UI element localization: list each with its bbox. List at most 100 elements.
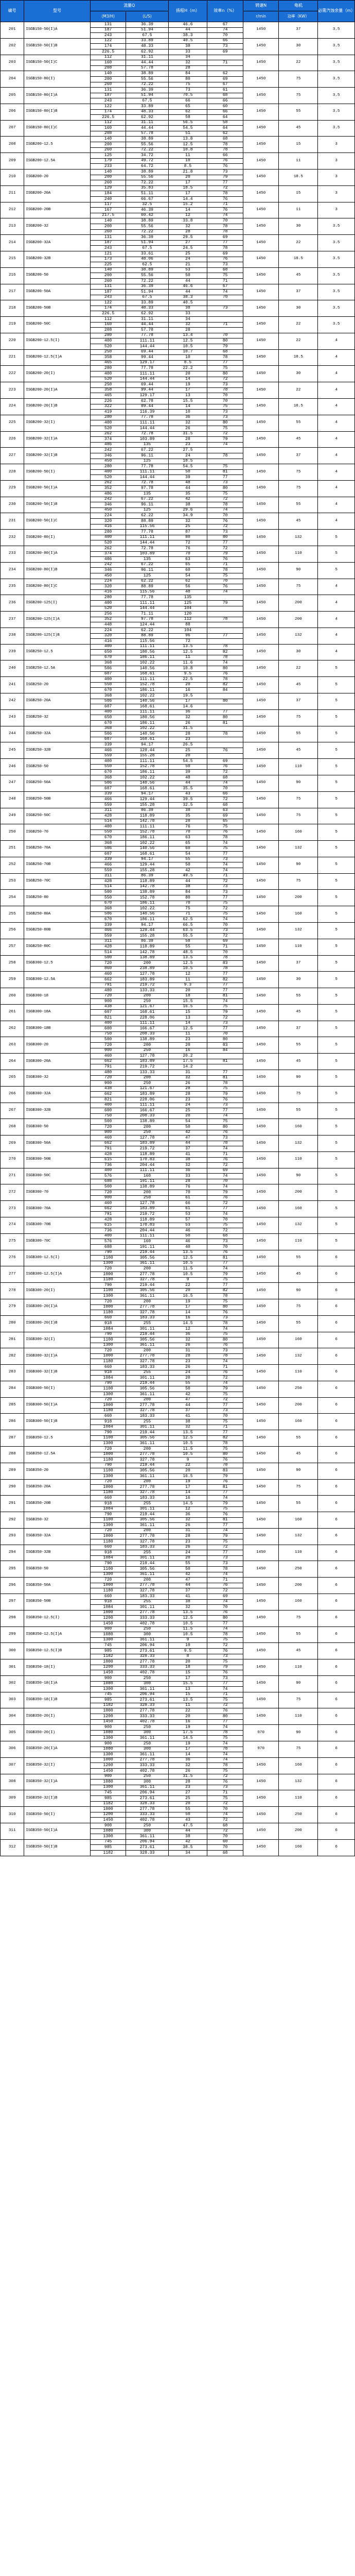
cell-head: 8.5 bbox=[168, 360, 208, 366]
cell-flow-m3h: 750 bbox=[90, 1113, 127, 1120]
cell-speed: 1450 bbox=[242, 120, 279, 137]
cell-flow-ls: 72.78 bbox=[126, 431, 169, 437]
cell-flow-ls: 277.78 bbox=[126, 1659, 169, 1665]
cell-head: 20 bbox=[168, 1113, 208, 1120]
cell-head: 34.9 bbox=[168, 513, 208, 519]
cell-head: 20 bbox=[168, 1042, 208, 1048]
table-row: 275 ISGB300-70C 400 111.11 50 68 1450 110 5 bbox=[0, 1233, 355, 1250]
cell-efficiency: 73 bbox=[207, 382, 243, 388]
table-row: 243 67.5 66 66 bbox=[1, 98, 355, 104]
cell-flow-ls: 219.72 bbox=[126, 982, 169, 989]
table-row: 265 ISGB300-32 480 133.33 31 77 1450 90 5 bbox=[0, 1070, 355, 1087]
cell-flow-ls: 116.39 bbox=[126, 409, 169, 415]
cell-efficiency bbox=[207, 316, 243, 323]
cell-flow-ls: 38.89 bbox=[126, 267, 169, 274]
cell-motor-power: 55 bbox=[278, 103, 318, 121]
table-row: 249 ISGB250-50C 311 86.39 38 63 1450 75 5 bbox=[0, 807, 355, 825]
cell-flow-m3h: 900 bbox=[90, 1773, 127, 1780]
cell-model: ISGB350-20B bbox=[24, 1495, 91, 1513]
cell-flow-ls: 219.44 bbox=[126, 1331, 169, 1338]
cell-flow-m3h: 520 bbox=[90, 605, 127, 612]
table-row: 288 ISGB350-12.5A 720 200 11.5 75 1450 45 6 bbox=[0, 1446, 355, 1463]
cell-efficiency: 82 bbox=[207, 1287, 243, 1294]
table-row: 280 ISGB300-20(I)B 660 183.33 16 73 1450 55 6 bbox=[0, 1315, 355, 1332]
cell-flow-ls: 125 bbox=[126, 507, 169, 514]
cell-model: ISGB250-20 bbox=[24, 676, 91, 694]
cell-flow-m3h: 224 bbox=[90, 578, 127, 585]
cell-motor-power: 160 bbox=[278, 1757, 318, 1774]
cell-motor-power: 22 bbox=[278, 234, 318, 251]
cell-flow-ls: 31.11 bbox=[126, 120, 169, 126]
cell-flow-ls: 62.92 bbox=[126, 114, 169, 121]
cell-head: 37 bbox=[168, 1588, 208, 1594]
cell-no: 271 bbox=[0, 1167, 25, 1185]
cell-npsh: 6 bbox=[317, 1528, 355, 1545]
cell-efficiency: 78 bbox=[207, 955, 243, 961]
cell-motor-power: 75 bbox=[278, 791, 318, 808]
cell-npsh: 5 bbox=[317, 1004, 355, 1021]
cell-speed: 1450 bbox=[242, 1839, 279, 1856]
table-row: 240 ISGB250-12.5A 368 102.22 11.6 74 1450 22 5 bbox=[0, 660, 355, 677]
cell-efficiency: 82 bbox=[207, 976, 243, 983]
cell-flow-ls: 33.89 bbox=[126, 38, 169, 44]
cell-no: 227 bbox=[0, 447, 25, 465]
cell-flow-ls: 305.56 bbox=[126, 1435, 169, 1442]
cell-flow-m3h: 500 bbox=[90, 1037, 127, 1043]
cell-speed: 1450 bbox=[242, 480, 279, 497]
cell-flow-ls: 183.33 bbox=[126, 1594, 169, 1600]
cell-no: 298 bbox=[0, 1609, 25, 1627]
cell-head: 50 bbox=[168, 862, 208, 869]
cell-flow-ls: 35.83 bbox=[126, 185, 169, 192]
cell-head: 37 bbox=[168, 1408, 208, 1414]
cell-flow-ls: 301.11 bbox=[126, 1555, 169, 1562]
cell-flow-m3h: 1080 bbox=[90, 1730, 127, 1736]
cell-efficiency: 68 bbox=[207, 802, 243, 808]
table-row: 281 ISGB300-32(I) 790 219.44 36 75 1450 160 6 bbox=[0, 1331, 355, 1349]
table-row: 259 ISGB300-12.5A 460 127.78 12 77 1450 30 5 bbox=[0, 971, 355, 989]
cell-flow-m3h: 1100 bbox=[90, 1517, 127, 1523]
cell-flow-m3h: 520 bbox=[90, 540, 127, 546]
cell-head: 16 bbox=[168, 1719, 208, 1725]
cell-flow-m3h: 900 bbox=[90, 1129, 127, 1136]
cell-motor-power: 200 bbox=[278, 595, 318, 612]
table-row: 273 ISGB300-70A 460 127.78 66 72 1450 160 5 bbox=[0, 1200, 355, 1218]
cell-npsh: 6 bbox=[317, 1675, 355, 1692]
table-row: 900 250 42 76 bbox=[1, 1129, 355, 1136]
table-row: 201 ISGB150-50(I)A 131 36.39 46.6 67 1450 37 3.5 bbox=[0, 22, 355, 39]
table-row: 1080 300 10.5 78 bbox=[1, 1632, 355, 1638]
cell-head: 26 bbox=[168, 1342, 208, 1349]
cell-efficiency: 75 bbox=[207, 1392, 243, 1398]
cell-flow-ls: 111.11 bbox=[126, 824, 169, 830]
cell-flow-m3h: 720 bbox=[90, 1528, 127, 1534]
cell-head: 33 bbox=[168, 311, 208, 317]
cell-efficiency: 70 bbox=[207, 332, 243, 339]
cell-head: 70 bbox=[168, 900, 208, 907]
cell-flow-m3h: 400 bbox=[90, 709, 127, 716]
cell-speed: 1450 bbox=[242, 234, 279, 251]
cell-efficiency: 77 bbox=[207, 1719, 243, 1725]
cell-flow-m3h: 745 bbox=[90, 1691, 127, 1698]
cell-efficiency: 80 bbox=[207, 420, 243, 426]
table-row: 791 219.72 53 74 bbox=[1, 1211, 355, 1218]
cell-no: 254 bbox=[0, 889, 25, 907]
cell-speed: 1450 bbox=[242, 889, 279, 907]
cell-flow-ls: 361.11 bbox=[126, 1784, 169, 1791]
cell-flow-m3h: 311 bbox=[90, 807, 127, 814]
cell-head: 76 bbox=[168, 1184, 208, 1191]
cell-efficiency: 82 bbox=[207, 682, 243, 688]
cell-no: 205 bbox=[0, 87, 25, 104]
cell-motor-power: 110 bbox=[278, 1151, 318, 1168]
cell-flow-ls: 103.89 bbox=[126, 551, 169, 557]
cell-flow-ls: 277.78 bbox=[126, 1708, 169, 1715]
cell-head: 22.5 bbox=[168, 676, 208, 683]
cell-flow-m3h: 1300 bbox=[90, 1392, 127, 1398]
cell-npsh: 5 bbox=[317, 676, 355, 694]
cell-flow-m3h: 1182 bbox=[90, 1850, 127, 1856]
cell-npsh: 5 bbox=[317, 758, 355, 775]
cell-npsh: 3.5 bbox=[317, 218, 355, 235]
table-row: 299 ISGB350-12.5(I)A 900 250 11.5 74 1450 55 6 bbox=[0, 1626, 355, 1643]
cell-flow-ls: 111.11 bbox=[126, 1102, 169, 1109]
cell-head: 76 bbox=[168, 824, 208, 830]
cell-model: ISGB200-12.5(I) bbox=[24, 332, 91, 350]
table-row: 218 ISGB200-50B 122 33.89 40.5 1450 30 3.5 bbox=[0, 300, 355, 317]
